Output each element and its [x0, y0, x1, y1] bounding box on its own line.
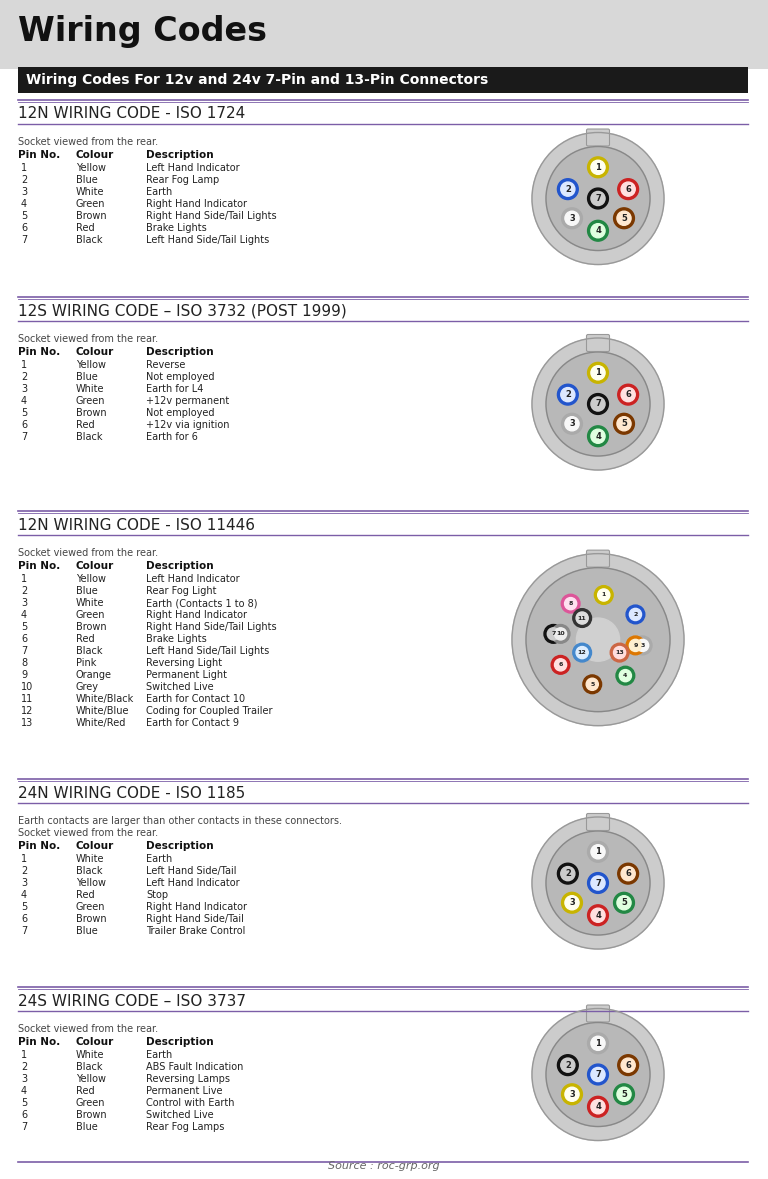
Text: 7: 7 — [595, 400, 601, 408]
Text: 9: 9 — [21, 670, 27, 680]
Text: Red: Red — [76, 420, 94, 430]
Text: 24S WIRING CODE – ISO 3737: 24S WIRING CODE – ISO 3737 — [18, 994, 246, 1008]
Text: 4: 4 — [21, 610, 27, 620]
FancyBboxPatch shape — [587, 814, 610, 830]
Circle shape — [611, 644, 629, 661]
Text: Left Hand Indicator: Left Hand Indicator — [146, 878, 240, 888]
Text: Pin No.: Pin No. — [18, 150, 60, 160]
Text: 4: 4 — [595, 910, 601, 920]
Text: 5: 5 — [21, 211, 27, 220]
Circle shape — [626, 635, 645, 654]
Circle shape — [588, 189, 608, 209]
Text: 4: 4 — [21, 396, 27, 406]
Text: Green: Green — [76, 610, 105, 620]
Text: 2: 2 — [21, 867, 27, 876]
Text: Rear Fog Lamps: Rear Fog Lamps — [146, 1122, 224, 1132]
Text: 7: 7 — [21, 646, 27, 656]
Text: Black: Black — [76, 646, 102, 656]
Circle shape — [588, 220, 608, 242]
Text: Blue: Blue — [76, 373, 98, 382]
Text: 7: 7 — [595, 1071, 601, 1079]
Text: Not employed: Not employed — [146, 373, 214, 382]
Text: 2: 2 — [21, 1062, 27, 1072]
Text: 6: 6 — [625, 1061, 631, 1069]
Text: White/Blue: White/Blue — [76, 706, 130, 716]
Text: Description: Description — [146, 1038, 214, 1047]
Text: 6: 6 — [21, 223, 27, 233]
Circle shape — [561, 1058, 575, 1072]
Text: Black: Black — [76, 867, 102, 876]
Text: Coding for Coupled Trailer: Coding for Coupled Trailer — [146, 706, 273, 716]
Text: 4: 4 — [595, 1102, 601, 1112]
Text: Colour: Colour — [76, 150, 114, 160]
Circle shape — [551, 625, 570, 644]
Text: Right Hand Side/Tail Lights: Right Hand Side/Tail Lights — [146, 211, 276, 220]
Text: 7: 7 — [595, 878, 601, 888]
Text: 2: 2 — [21, 586, 27, 597]
Circle shape — [573, 608, 591, 627]
Text: 5: 5 — [621, 1089, 627, 1099]
Circle shape — [554, 627, 567, 640]
Text: 6: 6 — [21, 634, 27, 644]
Text: Blue: Blue — [76, 1122, 98, 1132]
Circle shape — [594, 586, 613, 605]
Circle shape — [617, 863, 638, 884]
Circle shape — [561, 414, 582, 434]
FancyBboxPatch shape — [587, 129, 610, 146]
Circle shape — [629, 608, 641, 620]
Text: Socket viewed from the rear.: Socket viewed from the rear. — [18, 137, 158, 147]
Text: Brown: Brown — [76, 211, 107, 220]
Text: 5: 5 — [621, 420, 627, 428]
Circle shape — [591, 1100, 605, 1114]
Text: 7: 7 — [21, 235, 27, 245]
Circle shape — [614, 646, 626, 659]
Text: Pink: Pink — [76, 658, 96, 668]
Text: 4: 4 — [21, 1086, 27, 1096]
Circle shape — [634, 635, 652, 654]
Text: Brake Lights: Brake Lights — [146, 634, 207, 644]
Text: 5: 5 — [621, 898, 627, 908]
FancyBboxPatch shape — [587, 1005, 610, 1022]
Text: Pin No.: Pin No. — [18, 561, 60, 571]
Text: Earth for L4: Earth for L4 — [146, 384, 204, 394]
FancyBboxPatch shape — [18, 67, 748, 93]
Circle shape — [591, 160, 605, 174]
Circle shape — [512, 554, 684, 725]
Text: 4: 4 — [595, 226, 601, 236]
Text: White/Red: White/Red — [76, 718, 127, 727]
Text: Green: Green — [76, 902, 105, 913]
Circle shape — [532, 817, 664, 949]
Text: Left Hand Side/Tail Lights: Left Hand Side/Tail Lights — [146, 235, 270, 245]
Text: 5: 5 — [21, 408, 27, 419]
Text: 1: 1 — [601, 593, 606, 598]
Circle shape — [614, 208, 634, 229]
Circle shape — [561, 182, 575, 196]
Text: 6: 6 — [21, 1109, 27, 1120]
Text: 3: 3 — [569, 213, 575, 223]
Text: Black: Black — [76, 1062, 102, 1072]
Circle shape — [588, 394, 608, 414]
Circle shape — [614, 893, 634, 914]
Text: Black: Black — [76, 235, 102, 245]
Text: 3: 3 — [21, 878, 27, 888]
Circle shape — [617, 1087, 631, 1101]
Text: 1: 1 — [595, 1039, 601, 1048]
Text: Earth for Contact 10: Earth for Contact 10 — [146, 694, 245, 704]
Text: Left Hand Indicator: Left Hand Indicator — [146, 574, 240, 584]
Text: Earth (Contacts 1 to 8): Earth (Contacts 1 to 8) — [146, 598, 257, 608]
Text: 12N WIRING CODE - ISO 11446: 12N WIRING CODE - ISO 11446 — [18, 518, 255, 533]
Circle shape — [561, 893, 582, 914]
Text: 9: 9 — [634, 643, 637, 648]
Text: Colour: Colour — [76, 347, 114, 357]
Text: 5: 5 — [21, 902, 27, 913]
Circle shape — [526, 567, 670, 712]
Text: Reversing Light: Reversing Light — [146, 658, 222, 668]
Text: Colour: Colour — [76, 561, 114, 571]
FancyBboxPatch shape — [587, 551, 610, 567]
Text: Pin No.: Pin No. — [18, 841, 60, 851]
Circle shape — [621, 388, 635, 402]
Text: Description: Description — [146, 347, 214, 357]
Text: +12v via ignition: +12v via ignition — [146, 420, 230, 430]
Text: 7: 7 — [21, 432, 27, 442]
